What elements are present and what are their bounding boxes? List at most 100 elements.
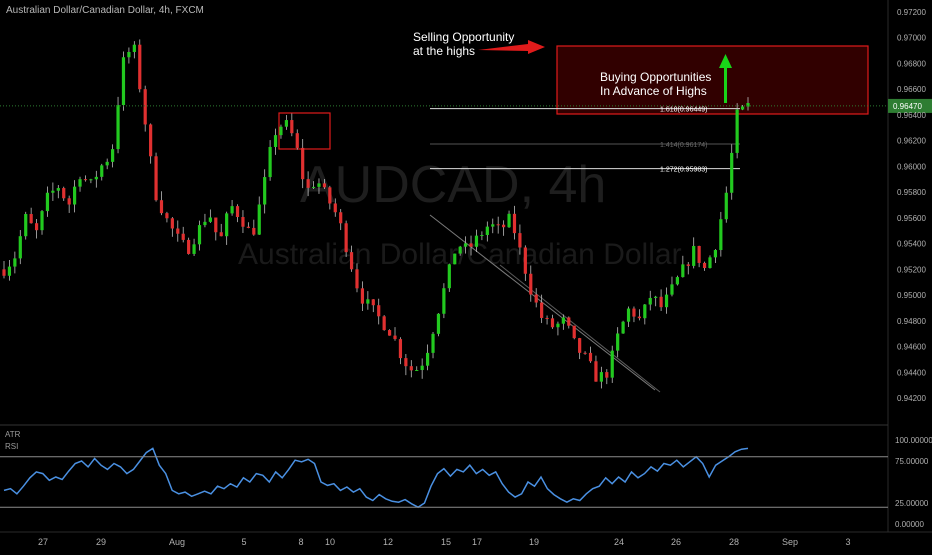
candle-up <box>708 257 712 269</box>
y-tick-label: 0.96600 <box>897 85 926 94</box>
candle-down <box>246 226 250 228</box>
candle-down <box>339 212 343 224</box>
candle-down <box>377 305 381 317</box>
candle-down <box>512 213 517 234</box>
indicator-label-atr: ATR <box>5 430 21 439</box>
candle-up <box>121 57 126 106</box>
current-price-label: 0.96470 <box>893 102 922 111</box>
candle-up <box>643 304 647 319</box>
fib-level-label: 1.414(0.96174) <box>660 142 707 149</box>
candle-up <box>458 246 462 254</box>
candle-down <box>697 245 701 263</box>
candle-down <box>154 156 158 201</box>
candle-up <box>78 179 82 187</box>
candle-up <box>735 109 739 153</box>
selling-box-rect <box>278 112 331 150</box>
candle-down <box>138 44 142 90</box>
candle-up <box>442 288 446 314</box>
candle-up <box>474 235 479 247</box>
candle-down <box>588 352 593 362</box>
x-tick-label: 8 <box>298 537 303 547</box>
candle-up <box>610 350 614 378</box>
fib-level-label: 1.618(0.96449) <box>660 107 707 114</box>
candle-up <box>654 296 658 298</box>
candle-down <box>360 288 365 304</box>
candle-up <box>105 161 109 166</box>
y-tick-label: 0.97000 <box>897 34 926 43</box>
candle-down <box>540 302 544 318</box>
candle-down <box>686 264 690 266</box>
candle-up <box>453 253 457 265</box>
candle-up <box>713 250 718 258</box>
candle-up <box>420 365 424 371</box>
candle-up <box>225 213 229 237</box>
candle-up <box>45 192 50 212</box>
y-tick-label: 0.96000 <box>897 162 926 171</box>
candle-up <box>692 245 696 266</box>
candle-down <box>2 269 6 276</box>
buying-annotation-line-1: Buying Opportunities <box>600 70 711 84</box>
candle-up <box>431 333 435 353</box>
x-tick-label: 15 <box>441 537 451 547</box>
chart-title: Australian Dollar/Canadian Dollar, 4h, F… <box>6 5 204 16</box>
candle-down <box>594 361 598 382</box>
candle-down <box>344 223 348 253</box>
candle-up <box>507 213 511 228</box>
candle-down <box>409 366 413 371</box>
candle-up <box>485 226 489 235</box>
candle-down <box>534 294 538 303</box>
rsi-y-tick-label: 75.00000 <box>895 457 929 466</box>
candle-up <box>56 188 60 191</box>
x-tick-label: Aug <box>169 537 185 547</box>
candle-down <box>322 183 327 188</box>
selling-annotation-line-1: Selling Opportunity <box>413 30 514 44</box>
rsi-y-tick-label: 25.00000 <box>895 499 929 508</box>
candle-down <box>545 317 549 319</box>
candle-down <box>567 317 571 326</box>
candle-up <box>273 135 278 147</box>
candle-down <box>333 203 337 213</box>
x-tick-label: 5 <box>241 537 246 547</box>
candle-down <box>143 89 147 125</box>
candle-down <box>404 358 408 367</box>
candle-up <box>675 277 680 285</box>
candle-up <box>670 284 674 295</box>
y-tick-label: 0.95400 <box>897 240 926 249</box>
candle-up <box>230 206 234 214</box>
candle-up <box>556 323 560 328</box>
y-tick-label: 0.96200 <box>897 137 926 146</box>
candle-up <box>746 103 750 107</box>
candle-down <box>502 224 506 228</box>
candle-up <box>425 352 430 366</box>
x-tick-label: 28 <box>729 537 739 547</box>
candle-down <box>290 120 294 134</box>
candle-up <box>616 333 620 351</box>
candle-up <box>24 214 28 237</box>
candle-down <box>328 187 332 204</box>
candle-down <box>393 335 397 340</box>
candle-down <box>659 296 663 308</box>
candle-up <box>599 372 603 382</box>
candle-down <box>181 233 185 240</box>
candle-up <box>730 152 734 193</box>
candle-down <box>176 228 180 234</box>
candle-down <box>62 188 66 199</box>
candle-down <box>583 352 587 354</box>
candle-up <box>51 190 55 193</box>
candle-up <box>436 313 441 334</box>
candle-up <box>268 146 272 178</box>
candle-down <box>523 247 527 274</box>
candle-down <box>349 252 354 270</box>
y-tick-label: 0.95200 <box>897 265 926 274</box>
rsi-y-tick-label: 0.00000 <box>895 520 924 529</box>
candle-down <box>252 227 256 235</box>
candle-down <box>170 218 174 229</box>
candle-up <box>284 120 288 127</box>
rsi-line <box>3 447 749 509</box>
candle-down <box>159 200 164 214</box>
candle-up <box>561 317 565 324</box>
buying-annotation-line-2: In Advance of Highs <box>600 84 707 98</box>
watermark-symbol: AUDCAD, 4h <box>300 156 606 214</box>
selling-annotation-line-2: at the highs <box>413 44 475 58</box>
candle-down <box>371 299 375 306</box>
